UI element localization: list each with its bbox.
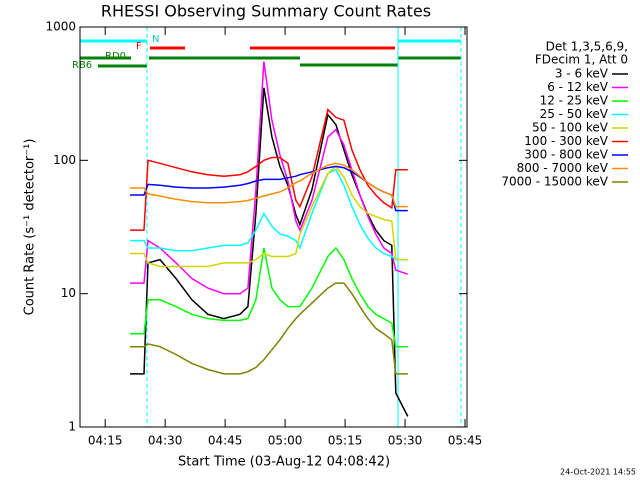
x-tick-label: 04:15: [88, 434, 123, 448]
series-line: [130, 162, 408, 208]
legend-label: 12 - 25 keV: [540, 94, 609, 108]
series-line: [130, 282, 408, 375]
legend-label: 7000 - 15000 keV: [501, 175, 608, 189]
y-axis-label: Count Rate (s⁻¹ detector⁻¹): [23, 139, 38, 316]
legend-label: 50 - 100 keV: [532, 121, 609, 135]
y-tick-label: 10: [61, 286, 76, 300]
plot-area: [130, 61, 409, 417]
flag-label: N: [152, 34, 159, 45]
series-line: [130, 165, 408, 212]
flag-label: RB6: [72, 60, 92, 71]
x-tick-label: 05:30: [388, 434, 423, 448]
series-line: [130, 246, 408, 348]
series-line: [130, 168, 408, 261]
x-tick-label: 04:45: [208, 434, 243, 448]
plot-frame: [79, 26, 468, 428]
legend-label: 300 - 800 keV: [524, 148, 608, 162]
chart-title: RHESSI Observing Summary Count Rates: [101, 2, 431, 21]
legend-label: 6 - 12 keV: [547, 80, 609, 94]
series-line: [130, 108, 408, 231]
y-tick-label: 1: [68, 420, 76, 434]
x-tick-label: 05:45: [448, 434, 483, 448]
flag-label: RD0: [105, 51, 126, 62]
y-tick-label: 1000: [45, 20, 76, 34]
legend-label: 25 - 50 keV: [540, 107, 609, 121]
flag-bars: [80, 39, 461, 68]
series-line: [130, 165, 408, 268]
x-tick-label: 05:15: [328, 434, 363, 448]
legend-label: 800 - 7000 keV: [517, 161, 609, 175]
series-line: [130, 87, 409, 417]
legend-label: 100 - 300 keV: [524, 134, 608, 148]
legend-header: Det 1,3,5,6,9,: [546, 40, 628, 54]
mode-lines: [146, 27, 462, 427]
x-axis-label: Start Time (03-Aug-12 04:08:42): [178, 455, 390, 470]
legend-header: FDecim 1, Att 0: [535, 53, 628, 67]
x-tick-label: 05:00: [268, 434, 303, 448]
series-line: [130, 61, 409, 295]
y-tick-label: 100: [53, 153, 76, 167]
timestamp: 24-Oct-2021 14:55: [560, 468, 636, 477]
legend-label: 3 - 6 keV: [555, 67, 609, 81]
flag-label: F: [136, 41, 142, 52]
x-tick-label: 04:30: [148, 434, 183, 448]
